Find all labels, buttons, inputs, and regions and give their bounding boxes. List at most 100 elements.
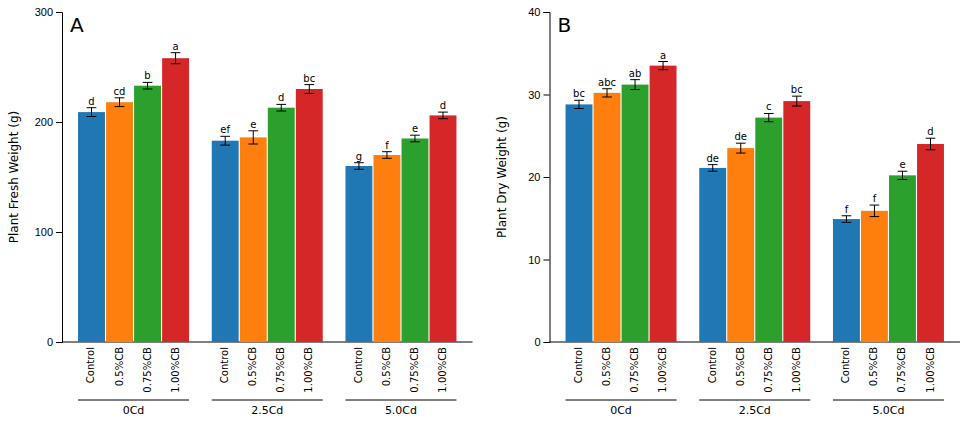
bar: [296, 89, 323, 342]
y-axis: 0100200300: [35, 6, 63, 348]
x-tick-label: 1.00%CB: [437, 347, 448, 393]
error-bar-cap: [143, 82, 153, 83]
error-bar-stem: [930, 138, 931, 150]
error-bar-cap: [382, 158, 392, 159]
panel: 010203040bcControldeControlfControlabc0.…: [495, 6, 961, 417]
error-bar: [764, 113, 774, 121]
error-bar-cap: [220, 145, 230, 146]
error-bar-cap: [870, 216, 880, 217]
error-bar-stem: [225, 136, 226, 145]
error-bar: [736, 143, 746, 153]
letter-label: a: [660, 50, 666, 61]
error-bar-cap: [602, 96, 612, 97]
error-bar-cap: [276, 104, 286, 105]
x-tick-label: 0.75%CB: [409, 347, 420, 393]
bar: [727, 148, 754, 342]
group-label: 2.5Cd: [251, 404, 283, 417]
error-bar-stem: [386, 152, 387, 159]
letter-label: cd: [114, 86, 126, 97]
y-tick-mark: [544, 177, 550, 178]
marks: [78, 53, 456, 342]
x-tick-label: 1.00%CB: [170, 347, 181, 393]
error-bar-cap: [171, 52, 181, 53]
y-axis: 010203040: [528, 6, 550, 348]
error-bar-cap: [438, 118, 448, 119]
error-bar: [708, 165, 718, 172]
y-axis-line: [56, 13, 63, 343]
letter-label: e: [899, 159, 905, 170]
bar: [833, 219, 860, 342]
bar: [373, 155, 400, 342]
x-tick-label: 0.5%CB: [868, 347, 879, 386]
error-bar-cap: [115, 106, 125, 107]
error-bar-cap: [354, 162, 364, 163]
panel: 0100200300dControlefControlgControlcd0.5…: [7, 6, 473, 417]
x-tick-label: 1.00%CB: [791, 347, 802, 393]
x-tick-label: 0.5%CB: [247, 347, 258, 386]
error-bar-stem: [635, 80, 636, 90]
y-axis-title: Plant Dry Weight (g): [495, 116, 509, 238]
y-tick: 200: [35, 116, 62, 128]
error-bar-stem: [414, 135, 415, 142]
error-bar: [926, 138, 936, 150]
y-tick-label: 300: [35, 6, 53, 18]
letter-label: e: [250, 119, 256, 130]
y-tick-mark: [544, 260, 550, 261]
error-bar-stem: [443, 112, 444, 119]
panel-title: B: [558, 13, 572, 37]
bar: [650, 66, 677, 342]
x-tick-label: 0.5%CB: [601, 347, 612, 386]
error-bar: [354, 163, 364, 170]
figure: 0100200300dControlefControlgControlcd0.5…: [0, 0, 975, 430]
y-tick-mark: [56, 122, 62, 123]
error-bar-stem: [846, 216, 847, 223]
letter-label: g: [356, 151, 362, 162]
error-bar-cap: [574, 108, 584, 109]
group-bracket: [833, 400, 944, 401]
error-bar-stem: [578, 100, 579, 108]
error-bar-cap: [248, 130, 258, 131]
error-bar-stem: [768, 113, 769, 121]
letter-label: d: [927, 126, 933, 137]
letter-label: bc: [573, 88, 585, 99]
group-label: 0Cd: [610, 404, 632, 417]
error-bar-cap: [764, 121, 774, 122]
x-tick-label: Control: [840, 347, 851, 383]
error-bar-cap: [410, 141, 420, 142]
bar: [861, 211, 888, 342]
y-tick: 100: [35, 226, 62, 238]
letter-label: abc: [598, 77, 616, 88]
x-tick-label: Control: [85, 347, 96, 383]
letter-label: d: [278, 92, 284, 103]
letter-label: de: [706, 153, 719, 164]
y-axis-line: [544, 13, 551, 343]
bar: [889, 175, 916, 342]
error-bar-stem: [175, 53, 176, 64]
error-bar-cap: [842, 222, 852, 223]
bar: [268, 108, 295, 342]
x-tick-label: 0.75%CB: [142, 347, 153, 393]
error-bar: [792, 96, 802, 106]
error-bar-stem: [796, 96, 797, 106]
y-tick-label: 30: [528, 89, 540, 101]
x-tick-label: 0.75%CB: [629, 347, 640, 393]
error-bar-cap: [630, 79, 640, 80]
bar: [783, 101, 810, 342]
error-bar-cap: [354, 169, 364, 170]
error-bar-stem: [740, 143, 741, 153]
letter-label: de: [734, 131, 747, 142]
error-bar-cap: [658, 69, 668, 70]
error-bar: [438, 112, 448, 119]
y-tick-label: 10: [528, 254, 540, 266]
error-bar-cap: [764, 113, 774, 114]
error-bar-cap: [842, 215, 852, 216]
letter-label: bc: [303, 73, 315, 84]
error-bar: [382, 152, 392, 159]
error-bar-cap: [410, 135, 420, 136]
error-bar: [248, 131, 258, 144]
x-tick-label: 1.00%CB: [657, 347, 668, 393]
error-bar-cap: [248, 144, 258, 145]
bar: [345, 166, 372, 342]
letter-label: ef: [220, 124, 230, 135]
error-bar-cap: [792, 96, 802, 97]
